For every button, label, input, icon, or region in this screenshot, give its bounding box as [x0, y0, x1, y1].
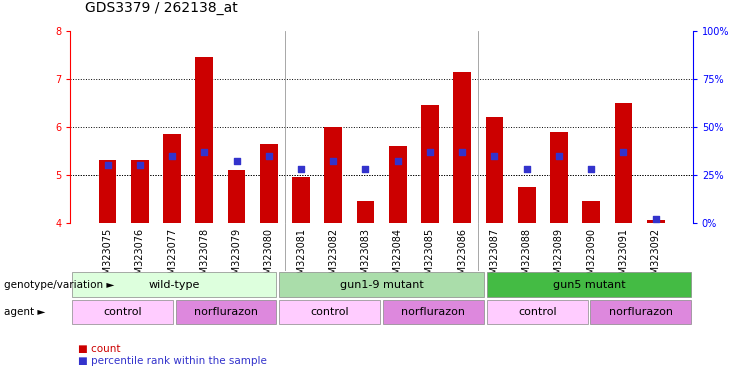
Text: GDS3379 / 262138_at: GDS3379 / 262138_at — [85, 2, 238, 15]
Bar — [383, 300, 484, 324]
Text: GSM323092: GSM323092 — [651, 227, 661, 286]
Point — [134, 162, 146, 168]
Text: GSM323088: GSM323088 — [522, 227, 532, 286]
Point — [392, 158, 404, 164]
Point — [359, 166, 371, 172]
Text: GSM323080: GSM323080 — [264, 227, 273, 286]
Bar — [72, 272, 276, 297]
Text: control: control — [103, 307, 142, 317]
Bar — [389, 146, 407, 223]
Text: norflurazon: norflurazon — [609, 307, 673, 317]
Bar — [72, 300, 173, 324]
Point — [521, 166, 533, 172]
Bar — [487, 300, 588, 324]
Text: GSM323090: GSM323090 — [586, 227, 597, 286]
Text: GSM323075: GSM323075 — [102, 227, 113, 287]
Bar — [325, 127, 342, 223]
Bar — [279, 300, 380, 324]
Point — [617, 149, 629, 155]
Text: GSM323083: GSM323083 — [360, 227, 370, 286]
Bar — [99, 161, 116, 223]
Bar — [421, 105, 439, 223]
Bar — [279, 272, 484, 297]
Point — [328, 158, 339, 164]
Text: GSM323091: GSM323091 — [619, 227, 628, 286]
Text: GSM323082: GSM323082 — [328, 227, 338, 286]
Bar — [356, 201, 374, 223]
Text: gun1-9 mutant: gun1-9 mutant — [339, 280, 424, 290]
Text: GSM323076: GSM323076 — [135, 227, 144, 286]
Text: wild-type: wild-type — [148, 280, 200, 290]
Point — [230, 158, 242, 164]
Point — [456, 149, 468, 155]
Bar — [550, 131, 568, 223]
Bar — [163, 134, 181, 223]
Bar — [227, 170, 245, 223]
Bar — [196, 57, 213, 223]
Bar — [647, 220, 665, 223]
Text: control: control — [310, 307, 349, 317]
Text: GSM323081: GSM323081 — [296, 227, 306, 286]
Text: GSM323089: GSM323089 — [554, 227, 564, 286]
Point — [424, 149, 436, 155]
Text: ■ percentile rank within the sample: ■ percentile rank within the sample — [78, 356, 267, 366]
Bar — [487, 272, 691, 297]
Point — [553, 152, 565, 159]
Bar — [176, 300, 276, 324]
Bar — [260, 144, 278, 223]
Point — [488, 152, 500, 159]
Point — [199, 149, 210, 155]
Point — [295, 166, 307, 172]
Text: control: control — [518, 307, 556, 317]
Bar — [292, 177, 310, 223]
Text: norflurazon: norflurazon — [194, 307, 258, 317]
Text: GSM323087: GSM323087 — [490, 227, 499, 286]
Point — [102, 162, 113, 168]
Text: GSM323084: GSM323084 — [393, 227, 403, 286]
Text: ■ count: ■ count — [78, 344, 120, 354]
Text: GSM323077: GSM323077 — [167, 227, 177, 287]
Bar — [131, 161, 149, 223]
Text: gun5 mutant: gun5 mutant — [553, 280, 625, 290]
Text: GSM323085: GSM323085 — [425, 227, 435, 286]
Text: norflurazon: norflurazon — [402, 307, 465, 317]
Text: GSM323086: GSM323086 — [457, 227, 468, 286]
Bar — [582, 201, 600, 223]
Point — [263, 152, 275, 159]
Bar — [485, 117, 503, 223]
Point — [585, 166, 597, 172]
Point — [166, 152, 178, 159]
Text: agent ►: agent ► — [4, 307, 45, 317]
Bar — [614, 103, 632, 223]
Text: GSM323078: GSM323078 — [199, 227, 209, 286]
Point — [650, 216, 662, 222]
Bar — [591, 300, 691, 324]
Bar — [518, 187, 536, 223]
Text: genotype/variation ►: genotype/variation ► — [4, 280, 114, 290]
Text: GSM323079: GSM323079 — [231, 227, 242, 286]
Bar — [453, 71, 471, 223]
